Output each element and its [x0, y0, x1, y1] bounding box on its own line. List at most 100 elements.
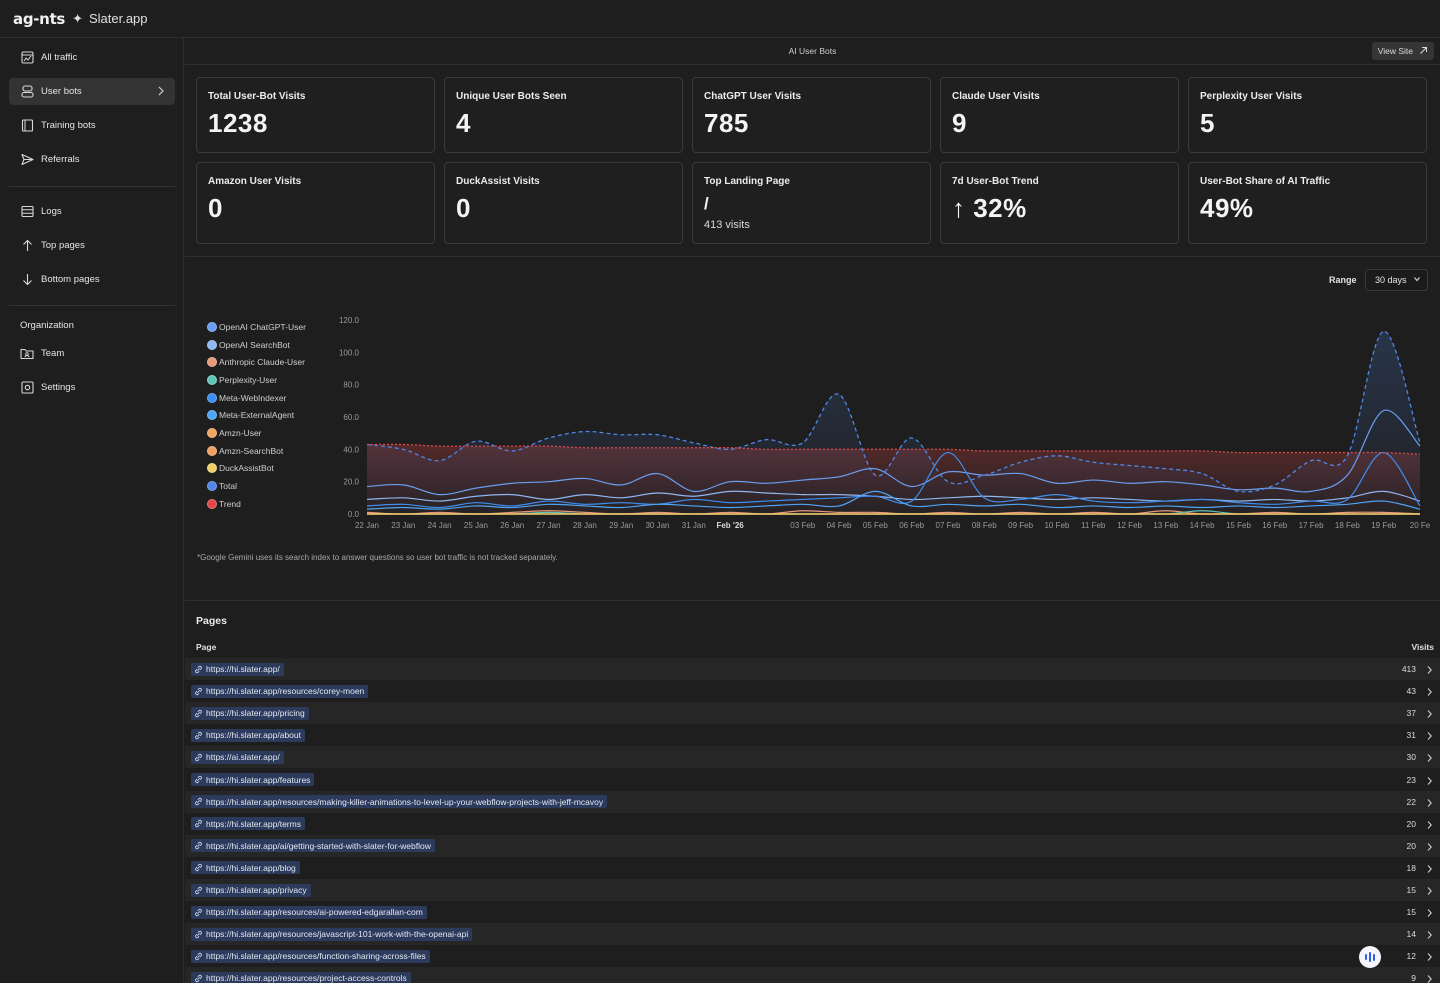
y-tick-label: 80.0	[343, 381, 359, 390]
site-switcher[interactable]: Slater.app	[88, 11, 148, 26]
range-select[interactable]: 30 days	[1365, 269, 1428, 291]
sidebar-item-settings[interactable]: Settings	[9, 374, 175, 401]
table-row[interactable]: https://hi.slater.app/resources/project-…	[185, 967, 1440, 983]
legend-item[interactable]: Amzn-User	[207, 424, 306, 442]
page-link[interactable]: https://hi.slater.app/blog	[191, 861, 300, 875]
page-link[interactable]: https://hi.slater.app/terms	[191, 817, 305, 831]
sidebar-item-user-bots[interactable]: User bots	[9, 78, 175, 105]
page-url: https://hi.slater.app/resources/javascri…	[206, 929, 469, 940]
stat-card-label: Amazon User Visits	[208, 176, 302, 187]
legend-item[interactable]: OpenAI ChatGPT-User	[207, 318, 306, 336]
sidebar-item-team[interactable]: Team	[9, 340, 175, 367]
send-icon	[20, 153, 34, 167]
link-icon	[195, 974, 202, 983]
legend-swatch	[207, 374, 217, 385]
legend-item[interactable]: Meta-ExternalAgent	[207, 406, 306, 424]
brand-logo[interactable]: ag-nts	[13, 9, 66, 28]
table-row[interactable]: https://hi.slater.app/features 23	[185, 769, 1440, 791]
x-tick-label: 29 Jan	[609, 521, 633, 530]
table-row[interactable]: https://hi.slater.app/terms 20	[185, 813, 1440, 835]
table-row[interactable]: https://hi.slater.app/resources/corey-mo…	[185, 680, 1440, 702]
sidebar-item-top-pages[interactable]: Top pages	[9, 232, 175, 259]
page-link[interactable]: https://hi.slater.app/about	[191, 728, 305, 742]
table-row[interactable]: https://hi.slater.app/resources/javascri…	[185, 923, 1440, 946]
legend-swatch	[207, 392, 217, 403]
column-header-page[interactable]: Page	[196, 642, 217, 652]
legend-swatch	[207, 481, 217, 492]
page-link[interactable]: https://hi.slater.app/features	[191, 773, 315, 786]
chevron-right-icon[interactable]	[1426, 797, 1433, 811]
legend-label: Amzn-User	[219, 427, 262, 438]
legend-item[interactable]: OpenAI SearchBot	[207, 336, 306, 354]
legend-label: Anthropic Claude-User	[219, 357, 305, 368]
page-link[interactable]: https://hi.slater.app/pricing	[191, 706, 309, 720]
team-folder-icon	[20, 347, 34, 361]
table-row[interactable]: https://hi.slater.app/ai/getting-started…	[185, 834, 1440, 857]
stat-card-perplexity-visits: Perplexity User Visits 5	[1188, 77, 1427, 153]
series-line-total	[366, 330, 1421, 493]
sidebar-item-bottom-pages[interactable]: Bottom pages	[9, 266, 175, 293]
chevron-right-icon[interactable]	[1426, 819, 1433, 833]
chevron-right-icon[interactable]	[1426, 775, 1433, 789]
x-tick-label: 05 Feb	[863, 521, 888, 530]
page-url: https://hi.slater.app/blog	[206, 862, 296, 873]
chevron-right-icon[interactable]	[1426, 907, 1433, 921]
page-link[interactable]: https://hi.slater.app/resources/function…	[191, 949, 430, 963]
legend-item[interactable]: Trend	[207, 495, 306, 513]
legend-item[interactable]: Perplexity-User	[207, 371, 306, 389]
chevron-right-icon[interactable]	[1426, 841, 1433, 855]
chevron-right-icon[interactable]	[1426, 951, 1433, 965]
chevron-right-icon[interactable]	[1426, 752, 1433, 766]
table-row[interactable]: https://hi.slater.app/about 31	[185, 724, 1440, 746]
legend-item[interactable]: Amzn-SearchBot	[207, 442, 306, 460]
x-tick-label: 19 Feb	[1371, 521, 1396, 530]
page-link[interactable]: https://hi.slater.app/resources/corey-mo…	[191, 684, 369, 698]
page-link[interactable]: https://hi.slater.app/resources/making-k…	[191, 795, 608, 809]
chevron-right-icon[interactable]	[1426, 730, 1433, 744]
chevron-right-icon[interactable]	[1426, 885, 1433, 899]
legend-item[interactable]: Anthropic Claude-User	[207, 353, 306, 371]
link-icon	[195, 753, 202, 762]
page-link[interactable]: https://hi.slater.app/resources/project-…	[191, 971, 411, 983]
page-link[interactable]: https://hi.slater.app/privacy	[191, 883, 311, 897]
sidebar-item-logs[interactable]: Logs	[9, 198, 175, 225]
page-link[interactable]: https://ai.slater.app/	[191, 750, 284, 764]
table-row[interactable]: https://hi.slater.app/blog 18	[185, 857, 1440, 879]
chevron-right-icon[interactable]	[1426, 863, 1433, 877]
section-divider	[185, 256, 1440, 257]
page-link[interactable]: https://hi.slater.app/resources/ai-power…	[191, 905, 427, 919]
legend-item[interactable]: Total	[207, 477, 306, 495]
chevron-right-icon[interactable]	[1426, 708, 1433, 722]
table-row[interactable]: https://hi.slater.app/413	[185, 658, 1440, 680]
table-row[interactable]: https://ai.slater.app/30	[185, 746, 1440, 769]
page-url: https://hi.slater.app/about	[206, 730, 301, 741]
page-link[interactable]: https://hi.slater.app/	[191, 662, 284, 676]
chevron-right-icon[interactable]	[1426, 929, 1433, 943]
gemini-footnote: *Google Gemini uses its search index to …	[197, 553, 558, 562]
table-row[interactable]: https://hi.slater.app/resources/making-k…	[185, 790, 1440, 813]
support-widget-button[interactable]	[1359, 946, 1381, 968]
table-row[interactable]: https://hi.slater.app/resources/function…	[185, 945, 1440, 967]
chevron-right-icon[interactable]	[1426, 686, 1433, 700]
legend-item[interactable]: Meta-WebIndexer	[207, 389, 306, 407]
table-row[interactable]: https://hi.slater.app/pricing 37	[185, 702, 1440, 725]
page-url: https://hi.slater.app/pricing	[206, 708, 305, 719]
chevron-right-icon[interactable]	[1426, 664, 1433, 678]
page-link[interactable]: https://hi.slater.app/resources/javascri…	[191, 927, 473, 941]
table-row[interactable]: https://hi.slater.app/resources/ai-power…	[185, 901, 1440, 923]
column-header-visits[interactable]: Visits	[1411, 642, 1434, 652]
page-url: https://hi.slater.app/ai/getting-started…	[206, 840, 431, 851]
stat-card-share-of-ai-traffic: User-Bot Share of AI Traffic 49%	[1188, 162, 1427, 244]
page-link[interactable]: https://hi.slater.app/ai/getting-started…	[191, 839, 435, 853]
sidebar-item-all-traffic[interactable]: All traffic	[9, 44, 175, 71]
sidebar-item-training-bots[interactable]: Training bots	[9, 112, 175, 139]
view-site-button[interactable]: View Site	[1371, 42, 1434, 60]
page-url: https://hi.slater.app/resources/corey-mo…	[206, 686, 365, 697]
chevron-right-icon[interactable]	[1426, 973, 1433, 983]
legend-item[interactable]: DuckAssistBot	[207, 460, 306, 478]
table-row[interactable]: https://hi.slater.app/privacy 15	[185, 879, 1440, 901]
sidebar-item-referrals[interactable]: Referrals	[9, 146, 175, 173]
stat-card-value: /	[704, 194, 710, 213]
sidebar-item-label: Training bots	[41, 120, 96, 131]
series-line-meta-externalagent	[366, 490, 1421, 510]
